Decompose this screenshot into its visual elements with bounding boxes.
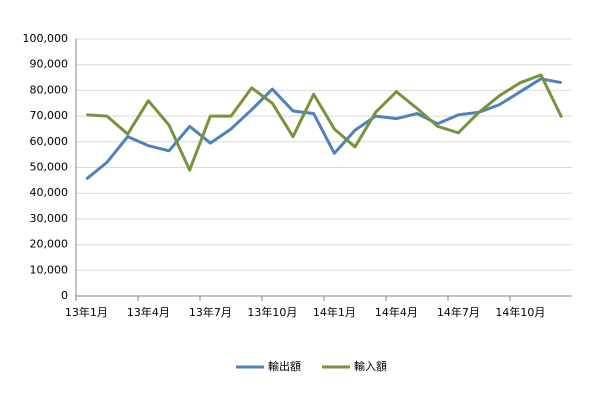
series-line <box>85 77 562 181</box>
x-tick-label: 13年4月 <box>127 305 170 319</box>
y-tick-label: 20,000 <box>30 238 69 251</box>
y-tick-label: 30,000 <box>30 212 69 225</box>
x-tick-label: 14年10月 <box>495 305 545 319</box>
y-tick-label: 40,000 <box>30 186 69 199</box>
x-tick-label: 13年1月 <box>65 305 108 319</box>
y-tick-label: 80,000 <box>30 83 69 96</box>
y-tick-label: 70,000 <box>30 109 69 122</box>
y-tick-label: 100,000 <box>23 32 69 45</box>
y-tick-label: 10,000 <box>30 263 69 276</box>
y-tick-label: 90,000 <box>30 58 69 71</box>
legend-label: 輸入額 <box>354 359 387 373</box>
legend-label: 輸出額 <box>268 359 301 373</box>
x-tick-label: 14年1月 <box>313 305 356 319</box>
y-tick-label: 0 <box>61 289 68 302</box>
x-tick-label: 14年7月 <box>437 305 480 319</box>
y-tick-label: 50,000 <box>30 161 69 174</box>
y-tick-label: 60,000 <box>30 135 69 148</box>
x-tick-label: 13年7月 <box>189 305 232 319</box>
x-tick-label: 14年4月 <box>375 305 418 319</box>
x-tick-label: 13年10月 <box>247 305 297 319</box>
series-line <box>86 73 564 172</box>
